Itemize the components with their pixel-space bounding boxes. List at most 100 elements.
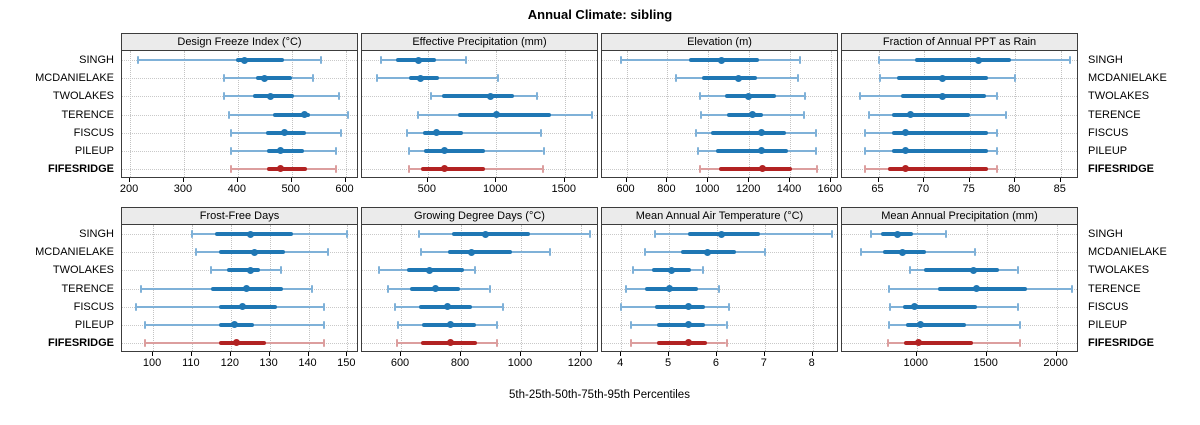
cap-5th	[908, 266, 911, 275]
cap-5th	[223, 92, 226, 101]
cap-95th	[536, 92, 539, 101]
band-25-75	[441, 94, 515, 99]
cap-95th	[323, 338, 325, 347]
band-25-75	[937, 286, 1028, 291]
median-dot	[684, 321, 692, 329]
median-dot	[246, 266, 254, 274]
site-label-pileup: PILEUP	[74, 318, 114, 331]
band-25-75	[420, 166, 486, 171]
cap-95th	[799, 56, 802, 65]
site-label-mcdanielake: MCDANIELAKE	[35, 246, 114, 259]
axis-effective-precipitation-mm: 500 1000 1500	[361, 178, 598, 198]
median-dot	[902, 129, 910, 137]
cap-5th	[863, 128, 866, 137]
median-dot	[432, 285, 439, 292]
band-25-75	[718, 166, 793, 171]
cap-5th	[134, 302, 137, 311]
tick-label: 110	[182, 357, 200, 369]
gridline-vertical	[621, 225, 623, 351]
band-25-75	[657, 322, 705, 327]
gridline-vertical	[521, 225, 522, 351]
band-25-75	[702, 76, 758, 81]
site-label-fifesridge: FIFESRIDGE	[47, 336, 114, 349]
gridline-vertical	[183, 51, 185, 177]
cap-5th	[140, 284, 143, 293]
median-dot	[231, 321, 239, 329]
median-dot	[744, 92, 752, 100]
cap-95th	[346, 230, 349, 239]
cap-5th	[859, 248, 862, 257]
band-25-75	[226, 268, 260, 273]
cap-5th	[230, 164, 233, 173]
tick-label: 1500	[973, 357, 998, 369]
gridline-vertical	[667, 51, 669, 177]
median-dot	[684, 339, 692, 347]
band-25-75	[892, 112, 970, 117]
cap-5th	[859, 92, 862, 101]
cap-5th	[407, 146, 410, 155]
tick-mark	[620, 352, 622, 356]
band-25-75	[892, 148, 988, 153]
cap-95th	[502, 302, 504, 311]
cap-95th	[311, 284, 314, 293]
cap-5th	[144, 320, 147, 329]
tick-mark	[129, 178, 131, 182]
site-label-terence: TERENCE	[61, 108, 114, 121]
tick-mark	[915, 352, 917, 356]
cap-5th	[889, 302, 892, 311]
tick-label: 1000	[903, 357, 929, 369]
median-dot	[915, 339, 923, 347]
band-25-75	[267, 166, 308, 171]
panel-design-freeze-index-c	[121, 51, 358, 178]
cap-5th	[230, 146, 233, 155]
panel-header-growing-degree-days-c: Growing Degree Days (°C)	[361, 207, 598, 225]
band-25-75	[892, 130, 988, 135]
panel-header-mean-annual-precipitation-mm: Mean Annual Precipitation (mm)	[841, 207, 1078, 225]
tick-mark	[580, 352, 581, 356]
cap-5th	[887, 320, 890, 329]
site-label-mcdanielake: MCDANIELAKE	[1088, 72, 1167, 85]
cap-5th	[227, 110, 230, 119]
band-25-75	[424, 148, 486, 153]
median-dot	[758, 165, 766, 173]
median-dot	[447, 321, 454, 329]
median-dot	[684, 303, 692, 311]
cap-5th	[697, 146, 699, 155]
band-25-75	[657, 340, 708, 345]
median-dot	[975, 56, 983, 64]
median-dot	[300, 111, 308, 118]
panel-mean-annual-air-temperature-c	[601, 225, 838, 352]
band-25-75	[887, 166, 988, 171]
band-25-75	[447, 250, 512, 255]
cap-95th	[334, 146, 337, 155]
median-dot	[893, 230, 901, 238]
median-dot	[233, 339, 241, 347]
cap-5th	[376, 74, 379, 83]
site-label-singh: SINGH	[1088, 54, 1123, 67]
tick-label: 5	[664, 357, 672, 369]
tick-mark	[668, 352, 669, 356]
tick-mark	[190, 352, 192, 356]
tick-mark	[1014, 178, 1016, 182]
median-dot	[240, 56, 248, 64]
median-dot	[902, 147, 910, 155]
site-label-singh: SINGH	[79, 54, 114, 67]
tick-mark	[763, 352, 765, 356]
median-dot	[973, 285, 981, 292]
tick-label: 75	[962, 183, 975, 195]
band-25-75	[914, 58, 1011, 63]
site-label-pileup: PILEUP	[1088, 144, 1128, 157]
tick-mark	[923, 178, 924, 182]
cap-5th	[416, 110, 419, 119]
cap-95th	[996, 128, 998, 137]
band-25-75	[236, 58, 285, 63]
row-guide	[842, 234, 1077, 236]
cap-5th	[407, 164, 410, 173]
cap-95th	[473, 266, 476, 275]
tick-label: 100	[142, 357, 162, 369]
median-dot	[911, 303, 919, 311]
tick-mark	[985, 352, 987, 356]
cap-95th	[488, 284, 491, 293]
tick-label: 1000	[694, 183, 720, 195]
